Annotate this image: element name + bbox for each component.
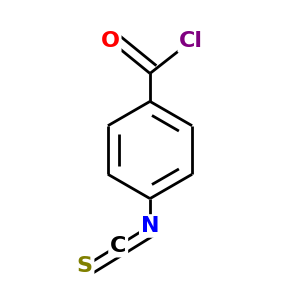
Text: N: N [141, 216, 159, 236]
Text: O: O [101, 31, 120, 51]
Text: S: S [76, 256, 93, 276]
Text: Cl: Cl [179, 31, 203, 51]
Text: C: C [110, 236, 126, 256]
